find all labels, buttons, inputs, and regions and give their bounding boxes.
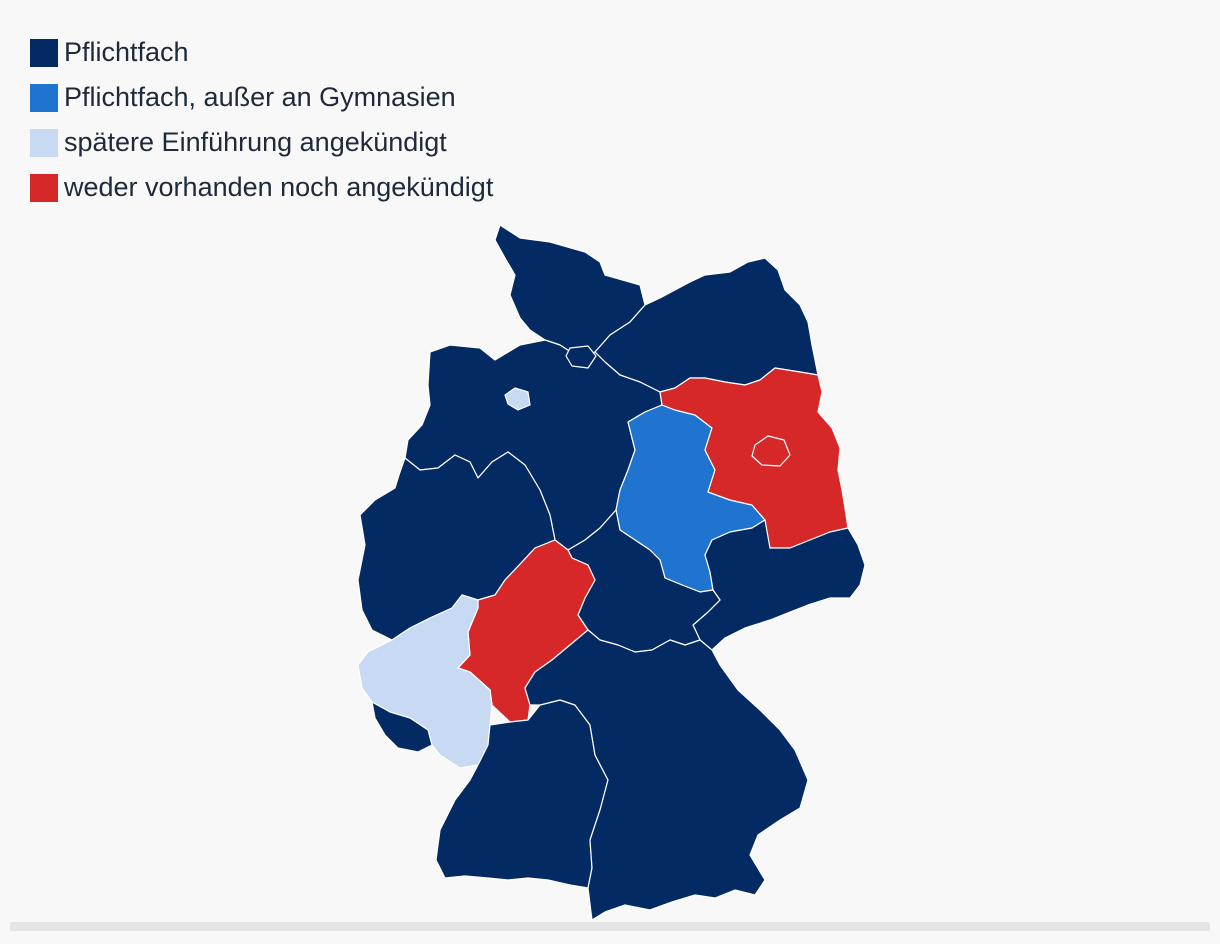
legend-swatch-pflichtfach-ausser-gymnasien [30,83,58,112]
legend-label: Pflichtfach [64,37,189,67]
legend-label: Pflichtfach, außer an Gymnasien [64,82,456,112]
map-legend: Pflichtfach Pflichtfach, außer an Gymnas… [30,30,493,210]
state-hamburg[interactable] [565,345,597,369]
legend-swatch-weder-noch [30,173,58,202]
state-bremen[interactable] [504,387,531,411]
legend-item-pflichtfach-ausser-gymnasien: Pflichtfach, außer an Gymnasien [30,75,493,120]
state-berlin[interactable] [751,435,791,467]
horizontal-scrollbar[interactable] [10,922,1210,931]
state-saarland[interactable] [371,701,433,753]
legend-label: weder vorhanden noch angekündigt [64,172,494,202]
legend-item-weder-noch: weder vorhanden noch angekündigt [30,165,493,210]
legend-swatch-spaetere-einfuehrung [30,128,58,157]
legend-item-pflichtfach: Pflichtfach [30,30,493,75]
legend-item-spaetere-einfuehrung: spätere Einführung angekündigt [30,120,493,165]
state-bayern[interactable] [524,629,809,921]
legend-label: spätere Einführung angekündigt [64,127,447,157]
legend-swatch-pflichtfach [30,38,58,67]
